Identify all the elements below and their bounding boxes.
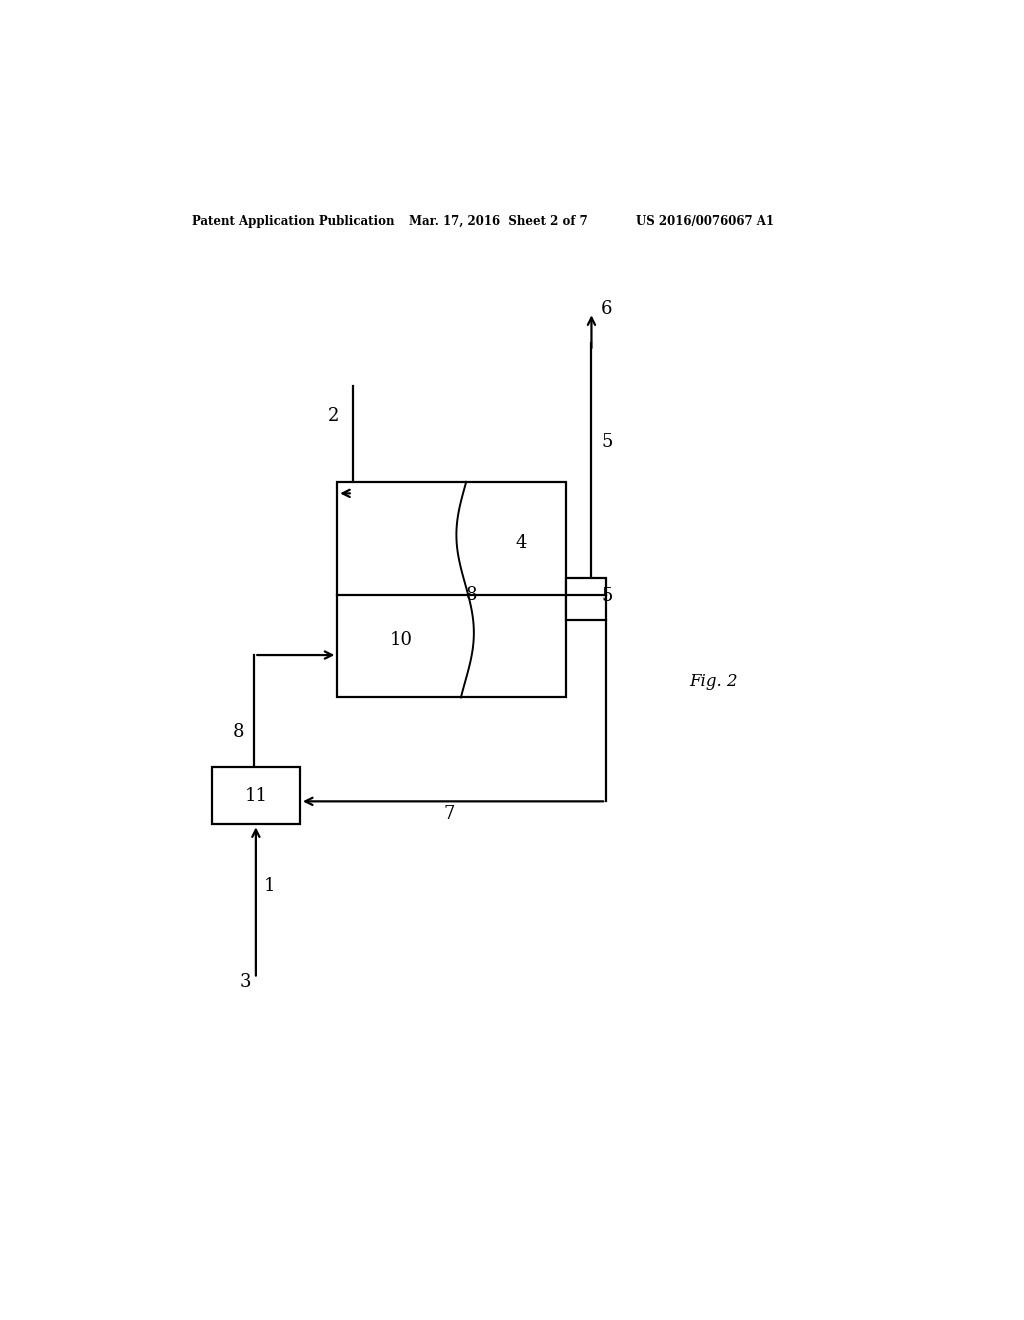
- Text: 2: 2: [328, 408, 339, 425]
- Text: Patent Application Publication: Patent Application Publication: [193, 215, 395, 228]
- Text: Mar. 17, 2016  Sheet 2 of 7: Mar. 17, 2016 Sheet 2 of 7: [409, 215, 588, 228]
- Text: 8: 8: [233, 723, 245, 741]
- Text: 10: 10: [389, 631, 413, 648]
- Text: 3: 3: [240, 973, 252, 991]
- Bar: [212, 767, 300, 825]
- Text: 5: 5: [601, 433, 612, 450]
- Text: Fig. 2: Fig. 2: [689, 673, 737, 690]
- Text: 4: 4: [515, 535, 526, 552]
- Text: 1: 1: [264, 876, 275, 895]
- Text: US 2016/0076067 A1: US 2016/0076067 A1: [636, 215, 773, 228]
- Text: 8: 8: [466, 586, 477, 605]
- Text: 7: 7: [444, 805, 456, 824]
- Text: 5: 5: [601, 587, 612, 605]
- Text: 6: 6: [600, 301, 612, 318]
- Bar: [337, 482, 566, 697]
- Text: 11: 11: [245, 787, 267, 805]
- Bar: [566, 578, 606, 620]
